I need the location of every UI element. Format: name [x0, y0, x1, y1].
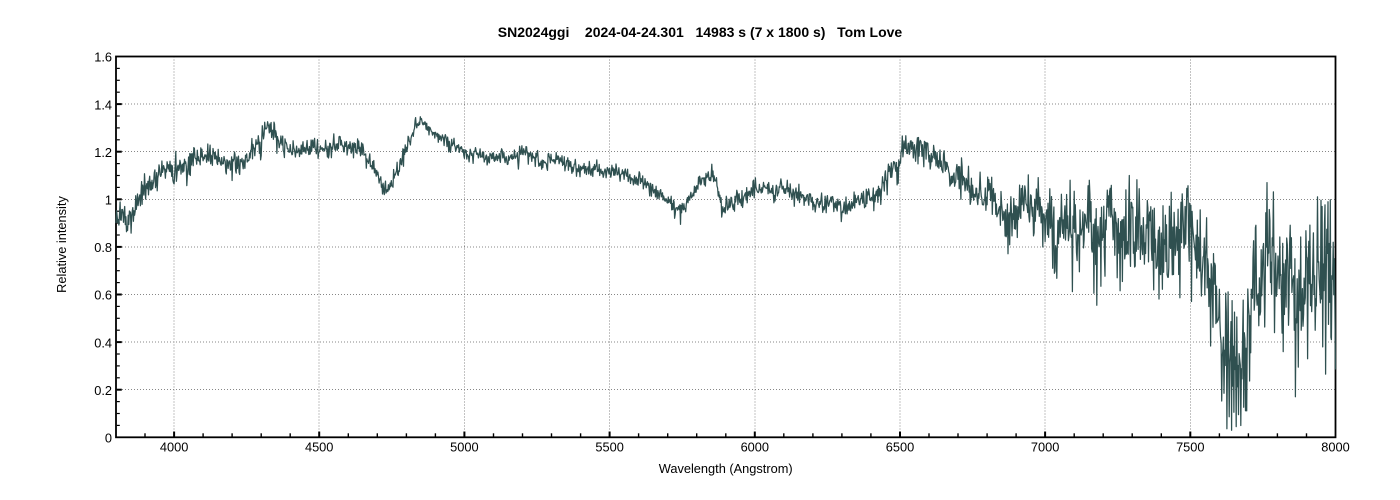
svg-text:Wavelength (Angstrom): Wavelength (Angstrom): [659, 461, 793, 476]
svg-text:1.2: 1.2: [94, 145, 112, 160]
svg-text:Relative intensity: Relative intensity: [54, 196, 69, 293]
svg-text:0.8: 0.8: [94, 240, 112, 255]
svg-text:5000: 5000: [450, 440, 478, 455]
svg-text:1.6: 1.6: [94, 50, 112, 65]
svg-text:1: 1: [105, 193, 112, 208]
svg-text:4000: 4000: [160, 440, 188, 455]
svg-text:6000: 6000: [741, 440, 769, 455]
svg-text:8000: 8000: [1321, 440, 1349, 455]
svg-text:4500: 4500: [305, 440, 333, 455]
svg-text:1.4: 1.4: [94, 97, 112, 112]
svg-text:0.2: 0.2: [94, 383, 112, 398]
svg-text:0.4: 0.4: [94, 335, 112, 350]
svg-text:5500: 5500: [595, 440, 623, 455]
svg-text:0.6: 0.6: [94, 288, 112, 303]
svg-text:0: 0: [105, 431, 112, 446]
svg-text:6500: 6500: [886, 440, 914, 455]
svg-text:7500: 7500: [1176, 440, 1204, 455]
svg-text:7000: 7000: [1031, 440, 1059, 455]
svg-text:SN2024ggi 2024-04-24.301: SN2024ggi 2024-04-24.301 14983 s (7 x 18…: [498, 24, 903, 40]
